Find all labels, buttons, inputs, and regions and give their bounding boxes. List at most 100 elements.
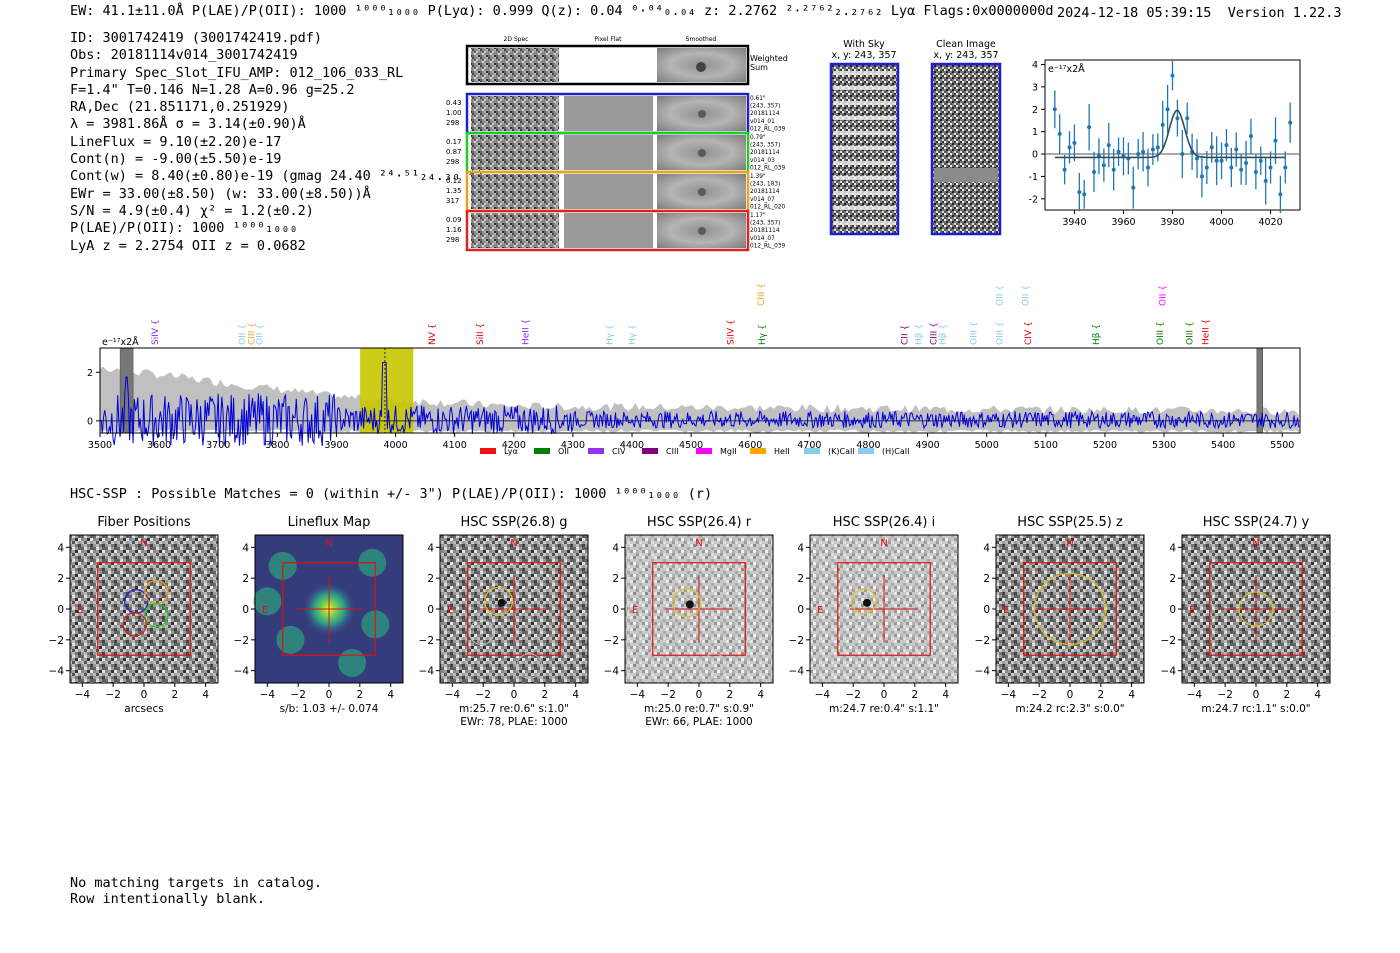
hsc-y-tick-label: 0 <box>612 604 619 616</box>
zoom-data-point <box>1180 152 1185 157</box>
hsc-y-tick-label: −4 <box>1161 666 1177 678</box>
hsc-x-tick-label: 2 <box>911 689 918 701</box>
fiber-circle <box>122 612 147 637</box>
zoom-data-point <box>1077 190 1082 195</box>
cutout-smoothed-blob <box>698 188 706 196</box>
info-redshifts: LyA z = 2.2754 OII z = 0.0682 <box>70 237 306 254</box>
line-marker-label: Hβ { <box>938 324 948 345</box>
hsc-y-tick-label: −4 <box>604 666 620 678</box>
hsc-panel-flux: Lineflux Map N E −4 −4 −2 −2 0 0 2 2 4 4 s/b: 1.03 +/… <box>234 515 404 715</box>
hsc-x-tick-label: −2 <box>845 689 860 701</box>
legend-label: CIII <box>666 447 679 456</box>
cutout-right-info: 20181114 <box>750 150 780 156</box>
hsc-y-tick-label: 2 <box>797 573 804 585</box>
zoom-data-point <box>1283 165 1288 170</box>
zoom-data-point <box>1082 192 1087 197</box>
line-marker-label: Hγ { <box>606 324 616 345</box>
cutout-right-info: 0.79" <box>750 135 766 141</box>
weighted-label-1: Weighted <box>750 54 788 63</box>
hsc-panel-title: HSC SSP(26.4) i <box>833 515 935 530</box>
line-marker-label: Hγ { <box>628 324 638 345</box>
line-marker-label: SiIV { <box>151 319 161 345</box>
hsc-y-tick-label: −4 <box>234 666 250 678</box>
spectrum-x-tick-label: 4000 <box>383 440 407 451</box>
cutout-left-stat: 0.17 <box>446 138 462 146</box>
cutout-2d-spec <box>471 213 559 248</box>
hsc-x-tick-label: −4 <box>1187 689 1203 701</box>
hsc-y-tick-label: −4 <box>49 666 65 678</box>
cutout-right-info: 012_RL_020 <box>750 204 785 210</box>
hsc-x-tick-label: 0 <box>881 689 888 701</box>
hsc-panel-title: Lineflux Map <box>288 515 371 530</box>
hsc-aperture-circle <box>851 588 877 615</box>
hsc-x-tick-label: 4 <box>387 689 394 701</box>
zoom-x-tick-label: 4000 <box>1209 217 1233 228</box>
zoom-x-tick-label: 3960 <box>1111 217 1135 228</box>
hsc-y-tick-label: 4 <box>797 542 804 554</box>
flux-map-blob <box>253 587 282 616</box>
hsc-x-tick-label: 4 <box>572 689 579 701</box>
cutout-smoothed-blob <box>698 227 706 235</box>
zoom-data-point <box>1278 192 1283 197</box>
zoom-y-tick-label: -1 <box>1029 172 1038 183</box>
line-marker-label: Hβ { <box>1092 324 1102 345</box>
info-lambda: λ = 3981.86Å σ = 3.14(±0.90)Å <box>70 116 306 133</box>
cutout-right-info: 20181114 <box>750 189 780 195</box>
cutout-left-stat: 0.87 <box>446 148 462 156</box>
cutout-right-info: 20181114 <box>750 111 780 117</box>
legend-swatch <box>534 448 550 454</box>
info-radec: RA,Dec (21.851171,0.251929) <box>70 99 290 116</box>
east-label: E <box>632 605 638 616</box>
legend-swatch <box>750 448 766 454</box>
spectrum-x-tick-label: 5300 <box>1152 440 1176 451</box>
line-marker-label: OII { <box>996 285 1006 306</box>
hsc-aperture-circle <box>1238 591 1274 627</box>
zoom-data-point <box>1258 158 1263 163</box>
sky-line <box>833 86 896 90</box>
spectrum-x-ticks: 3500 3600 3700 3800 3900 4000 4100 4200 4300 4400… <box>88 433 1294 451</box>
hsc-neighbor-circle <box>701 653 728 679</box>
sky-line <box>833 161 896 165</box>
line-marker-label: OII { <box>256 324 266 345</box>
zoom-data-point <box>1224 143 1229 148</box>
cutout-left-stat: 298 <box>446 119 459 127</box>
zoom-data-point <box>1248 134 1253 139</box>
hsc-x-tick-label: 4 <box>1314 689 1321 701</box>
spectrum-x-tick-label: 3800 <box>265 440 289 451</box>
hsc-x-tick-label: 2 <box>1283 689 1290 701</box>
col-header-smoothed: Smoothed <box>686 36 717 43</box>
info-cont-w: Cont(w) = 8.40(±0.80)e-19 (gmag 24.40 ²⁴… <box>70 168 485 185</box>
zoom-data-point <box>1244 160 1249 165</box>
zoom-data-point <box>1101 163 1106 168</box>
zoom-data-point <box>1268 165 1273 170</box>
cutout-left-stat: 1.00 <box>446 109 462 117</box>
zoom-data-point <box>1072 140 1077 145</box>
zoom-line-fit-chart: e⁻¹⁷x2Å 4 3 2 1 0 -1 -2 3940 3960 3980 4000 4020 <box>1029 59 1301 228</box>
spectrum-frame <box>99 347 1301 434</box>
hsc-caption-1: m:24.7 rc:1.1" s:0.0" <box>1201 703 1310 715</box>
line-marker-label: CIII { <box>929 322 939 345</box>
cutout-pixel-flat <box>564 135 653 170</box>
zoom-data-point <box>1141 149 1146 154</box>
north-label: N <box>695 538 702 549</box>
hsc-panel-title: Fiber Positions <box>97 515 190 530</box>
zoom-data-point <box>1195 156 1200 161</box>
info-params: F=1.4" T=0.146 N=1.28 A=0.96 g=25.2 <box>70 81 355 98</box>
zoom-data-point <box>1106 143 1111 148</box>
fiber-circle <box>144 602 169 628</box>
hsc-y-tick-label: 2 <box>427 573 434 585</box>
zoom-data-point <box>1288 120 1293 125</box>
full-spectrum-chart: SiIV {OII {CIII {OII {NV {SiII {HeII {Hγ… <box>87 283 1301 456</box>
zoom-data-point <box>1092 169 1097 174</box>
cutout-2d-spec <box>471 135 559 170</box>
clean-image <box>930 62 1002 236</box>
zoom-data-point <box>1204 165 1209 170</box>
hsc-aperture-circle <box>1033 572 1107 646</box>
hsc-x-tick-label: −4 <box>260 689 276 701</box>
line-marker-label: OIII { <box>1156 321 1166 345</box>
header-timestamp-version: 2024-12-18 05:39:15 Version 1.22.3 <box>1057 5 1342 21</box>
zoom-data-point <box>1057 131 1062 136</box>
